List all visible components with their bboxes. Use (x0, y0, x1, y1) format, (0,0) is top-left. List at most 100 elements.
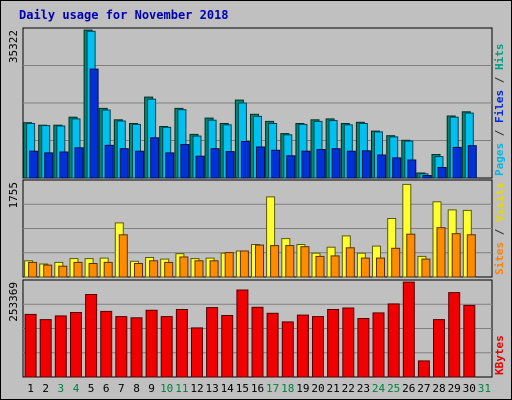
x-tick-label: 11 (175, 382, 188, 395)
bar-pages-day-12 (195, 155, 205, 179)
x-tick-label: 19 (296, 382, 309, 395)
bar-kbytes-day-15 (236, 289, 249, 378)
bar-pages-day-17 (271, 149, 281, 179)
x-tick-label: 20 (311, 382, 324, 395)
bar-sites-day-13 (209, 260, 219, 278)
bar-sites-day-2 (43, 264, 53, 278)
x-tick-label: 24 (372, 382, 386, 395)
bar-sites-day-28 (436, 227, 446, 278)
bar-pages-day-3 (59, 151, 69, 179)
bar-pages-day-19 (301, 150, 311, 179)
bar-kbytes-day-8 (130, 317, 143, 378)
bar-kbytes-day-23 (357, 318, 370, 378)
bar-kbytes-day-12 (191, 327, 203, 378)
x-tick-label: 3 (57, 382, 64, 395)
bar-kbytes-day-29 (448, 292, 461, 378)
x-tick-label: 26 (402, 382, 415, 395)
bar-sites-day-1 (28, 261, 38, 278)
bar-kbytes-day-4 (70, 312, 82, 378)
bar-kbytes-day-7 (115, 316, 128, 378)
x-tick-label: 25 (387, 382, 400, 395)
bar-sites-day-19 (300, 246, 310, 278)
bar-pages-day-2 (44, 152, 54, 179)
bar-kbytes-day-21 (327, 309, 340, 378)
bar-pages-day-15 (240, 141, 250, 179)
ylabel-part: / (493, 222, 506, 242)
bar-sites-day-8 (134, 263, 143, 278)
bar-pages-day-24 (377, 154, 386, 179)
bar-pages-day-18 (286, 155, 296, 179)
x-tick-label: 6 (103, 382, 110, 395)
x-tick-label: 30 (463, 382, 476, 395)
x-tick-label: 28 (432, 382, 445, 395)
x-tick-label: 22 (342, 382, 355, 395)
bar-sites-day-12 (194, 260, 204, 278)
x-tick-label: 1 (27, 382, 34, 395)
bar-sites-day-17 (270, 245, 280, 278)
bar-kbytes-day-5 (85, 294, 98, 378)
bar-sites-day-9 (149, 260, 159, 278)
bar-pages-day-30 (467, 145, 477, 179)
x-tick-label: 7 (118, 382, 125, 395)
bar-kbytes-day-28 (433, 319, 445, 378)
panel-pages-files-hits: 35322 Pages / Files / Hits (7, 27, 506, 179)
ylabel-part: KBytes (493, 335, 506, 375)
bar-sites-day-14 (224, 252, 234, 278)
x-tick-label: 4 (73, 382, 80, 395)
bar-sites-day-25 (391, 247, 401, 278)
x-tick-label: 16 (251, 382, 264, 395)
bar-pages-day-6 (104, 144, 114, 179)
bar-pages-day-11 (180, 144, 190, 179)
panel-ylabel: KBytes (493, 335, 506, 375)
bar-sites-day-23 (360, 257, 370, 278)
bar-sites-day-30 (466, 234, 476, 278)
bar-sites-day-20 (315, 255, 325, 278)
x-tick-label: 21 (326, 382, 339, 395)
bar-kbytes-day-26 (402, 281, 415, 378)
panel-sites-visits: 1755 Sites / Visits (7, 179, 506, 278)
panel-ylabel: Sites / Visits (493, 182, 506, 275)
bar-sites-day-5 (88, 263, 98, 278)
x-tick-label: 29 (448, 382, 461, 395)
bar-kbytes-day-25 (387, 303, 400, 378)
bar-pages-day-28 (437, 167, 447, 179)
bar-pages-day-21 (331, 148, 341, 179)
panel-max-label: 253369 (7, 282, 20, 322)
bar-kbytes-day-16 (251, 306, 264, 378)
panel-max-label: 1755 (7, 182, 20, 209)
ylabel-part: Sites (493, 242, 506, 275)
bar-pages-day-13 (210, 148, 220, 179)
bar-kbytes-day-17 (266, 312, 279, 378)
bar-pages-day-5 (89, 68, 99, 179)
bar-kbytes-day-22 (342, 307, 355, 378)
bar-sites-day-18 (285, 245, 295, 278)
panel-kbytes: 253369 KBytes (7, 279, 506, 378)
bar-pages-day-8 (135, 150, 144, 179)
bar-pages-day-27 (422, 175, 432, 179)
bar-sites-day-11 (179, 256, 189, 278)
bar-sites-day-26 (406, 233, 416, 278)
bar-kbytes-day-14 (221, 315, 234, 378)
bar-pages-day-4 (74, 147, 84, 179)
bar-sites-day-6 (103, 261, 113, 278)
x-tick-label: 13 (205, 382, 218, 395)
bar-kbytes-day-10 (160, 316, 173, 378)
bar-kbytes-day-27 (417, 360, 430, 378)
bar-sites-day-27 (421, 258, 431, 278)
ylabel-part: / (493, 123, 506, 143)
x-tick-label: 5 (88, 382, 95, 395)
bar-kbytes-day-24 (372, 312, 385, 378)
bar-pages-day-26 (407, 159, 417, 179)
x-tick-label: 10 (160, 382, 173, 395)
bar-sites-day-24 (376, 257, 385, 278)
bar-kbytes-day-9 (145, 309, 158, 378)
ylabel-part: Files (493, 90, 506, 123)
x-tick-label: 12 (190, 382, 203, 395)
bar-sites-day-7 (118, 234, 128, 278)
bar-pages-day-16 (256, 146, 265, 179)
bar-sites-day-15 (239, 250, 249, 278)
bar-kbytes-day-30 (463, 304, 476, 378)
x-tick-label: 27 (417, 382, 430, 395)
bar-sites-day-10 (164, 261, 174, 278)
